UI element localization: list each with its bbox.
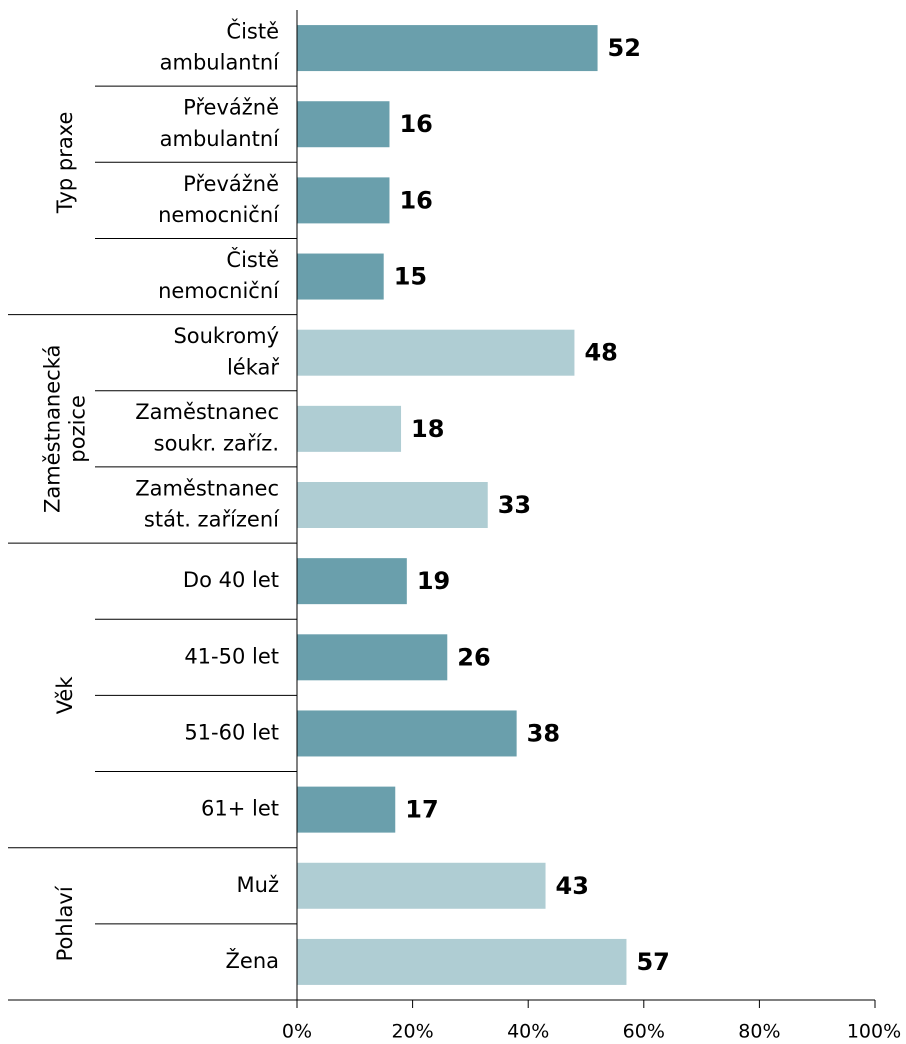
x-tick-label: 100% [847, 1021, 901, 1043]
category-label: ambulantní [160, 127, 281, 151]
x-tick-label: 40% [507, 1021, 549, 1043]
bar [297, 329, 575, 376]
category-label: 51-60 let [184, 720, 279, 744]
bar [297, 253, 384, 300]
bar [297, 710, 517, 757]
group-label: Zaměstnanecká [41, 345, 65, 513]
bar [297, 177, 390, 224]
bar [297, 558, 407, 605]
category-label: Čistě [226, 18, 279, 43]
category-label: Soukromý [173, 324, 279, 348]
x-tick-label: 60% [623, 1021, 665, 1043]
bar [297, 101, 390, 148]
value-label: 48 [584, 339, 617, 367]
bar [297, 25, 598, 72]
category-label: 61+ let [201, 797, 279, 821]
category-label: Muž [237, 873, 279, 897]
category-label: Převážně [183, 172, 279, 196]
value-label: 18 [411, 415, 444, 443]
bar [297, 862, 546, 909]
category-label: Do 40 let [183, 568, 279, 592]
value-label: 16 [399, 110, 432, 138]
bar [297, 482, 488, 528]
category-label: lékař [227, 355, 279, 379]
x-tick-label: 20% [391, 1021, 433, 1043]
value-label: 15 [394, 263, 427, 291]
value-label: 16 [399, 186, 432, 214]
x-tick-label: 0% [282, 1021, 312, 1043]
value-label: 33 [498, 491, 531, 519]
x-tick-label: 80% [738, 1021, 780, 1043]
category-label: Zaměstnanec [135, 400, 279, 424]
category-label: Převážně [183, 96, 279, 120]
bar [297, 634, 448, 681]
value-label: 43 [556, 872, 589, 900]
value-label: 52 [608, 34, 641, 62]
group-label: Věk [53, 676, 77, 715]
category-label: nemocniční [158, 279, 280, 303]
value-label: 26 [457, 643, 490, 671]
category-label: soukr. zaříz. [154, 431, 279, 455]
value-label: 17 [405, 796, 438, 824]
bar [297, 786, 396, 833]
group-label: Typ praxe [53, 112, 77, 215]
category-label: Čistě [226, 247, 279, 272]
value-label: 38 [527, 719, 560, 747]
value-label: 19 [417, 567, 450, 595]
bar [297, 938, 627, 985]
group-label: Pohlaví [53, 885, 77, 961]
bar [297, 405, 402, 452]
category-label: Zaměstnanec [135, 476, 279, 500]
category-label: nemocniční [158, 203, 280, 227]
group-label: pozice [66, 395, 90, 463]
category-label: stát. zařízení [144, 508, 280, 532]
value-label: 57 [636, 948, 669, 976]
category-label: 41-50 let [184, 644, 279, 668]
category-label: ambulantní [160, 51, 281, 75]
category-label: Žena [226, 948, 279, 973]
